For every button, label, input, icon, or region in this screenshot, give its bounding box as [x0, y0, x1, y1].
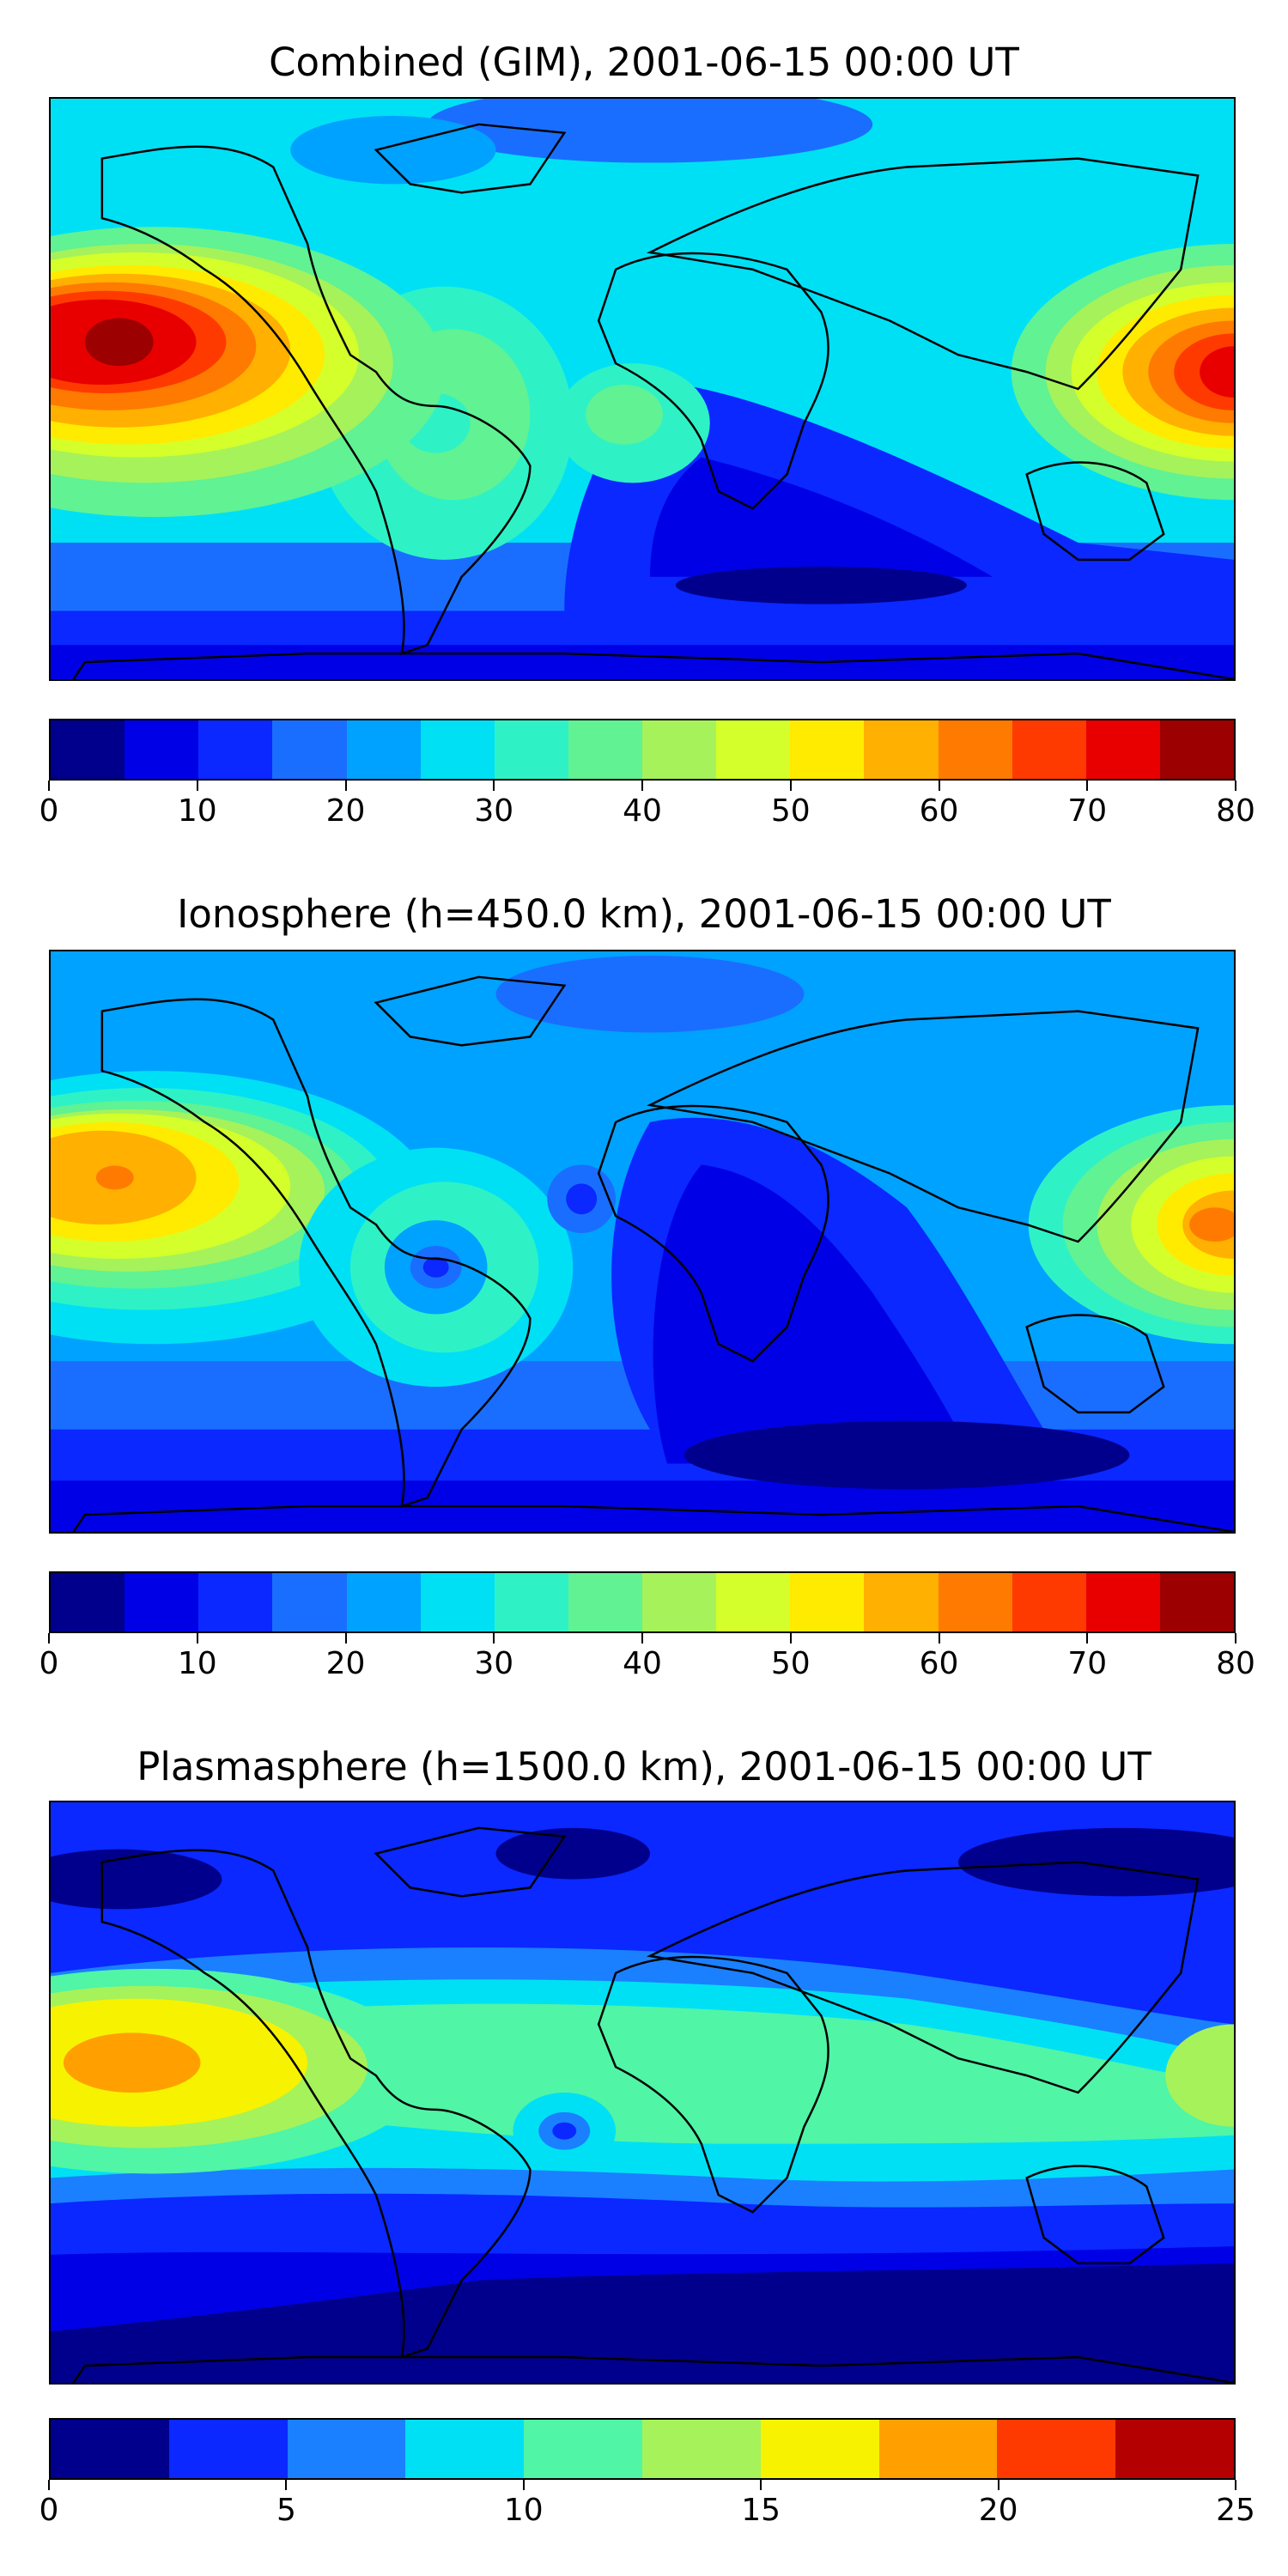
- colorbar-tick-mark: [48, 1633, 50, 1643]
- colorbar-tick-mark: [789, 1633, 792, 1643]
- colorbar-swatch: [1115, 2420, 1234, 2478]
- colorbar-swatch: [494, 720, 568, 779]
- ionosphere-colorbar: [49, 1571, 1236, 1633]
- colorbar-tick-label: 10: [177, 793, 217, 829]
- colorbar-swatch: [716, 720, 791, 779]
- colorbar-swatch: [494, 1573, 568, 1631]
- colorbar-swatch: [790, 720, 865, 779]
- colorbar-swatch: [938, 1573, 1012, 1631]
- colorbar-tick-mark: [641, 781, 643, 791]
- colorbar-tick-mark: [48, 2480, 50, 2490]
- colorbar-swatch: [346, 1573, 421, 1631]
- colorbar-swatch: [1012, 720, 1086, 779]
- colorbar-tick-label: 0: [39, 2493, 59, 2528]
- ionosphere-tec-map: [49, 950, 1236, 1534]
- colorbar-swatch: [760, 2420, 879, 2478]
- ionosphere-map-title: Ionosphere (h=450.0 km), 2001-06-15 00:0…: [177, 891, 1111, 937]
- colorbar-swatch: [287, 2420, 406, 2478]
- colorbar-swatch: [51, 720, 125, 779]
- colorbar-tick-label: 60: [919, 1646, 959, 1681]
- colorbar-tick-label: 70: [1067, 793, 1108, 829]
- colorbar-tick-mark: [938, 1633, 940, 1643]
- colorbar-swatch: [568, 720, 642, 779]
- colorbar-tick-label: 50: [770, 793, 811, 829]
- plasmasphere-tec-map: [49, 1801, 1236, 2385]
- colorbar-swatch: [125, 720, 199, 779]
- colorbar-tick-label: 10: [503, 2493, 544, 2528]
- colorbar-swatch: [1159, 1573, 1234, 1631]
- combined-map-title: Combined (GIM), 2001-06-15 00:00 UT: [269, 39, 1019, 85]
- colorbar-swatch: [272, 720, 347, 779]
- colorbar-swatch: [568, 1573, 642, 1631]
- combined-colorbar: [49, 719, 1236, 781]
- colorbar-tick-label: 80: [1216, 1646, 1255, 1681]
- colorbar-tick-label: 10: [177, 1646, 217, 1681]
- colorbar-swatch: [1012, 1573, 1086, 1631]
- colorbar-tick-mark: [522, 2480, 525, 2490]
- combined-tec-map: [49, 97, 1236, 681]
- colorbar-swatch: [790, 1573, 865, 1631]
- colorbar-swatch: [405, 2420, 525, 2478]
- colorbar-tick-label: 20: [325, 1646, 366, 1681]
- colorbar-swatch: [420, 720, 495, 779]
- colorbar-tick-mark: [938, 781, 940, 791]
- colorbar-swatch: [878, 2420, 998, 2478]
- colorbar-tick-mark: [1235, 1633, 1236, 1643]
- colorbar-swatch: [1085, 720, 1160, 779]
- colorbar-tick-label: 25: [1216, 2493, 1255, 2528]
- plasmasphere-colorbar: [49, 2418, 1236, 2480]
- colorbar-swatch: [1085, 1573, 1160, 1631]
- colorbar-swatch: [168, 2420, 288, 2478]
- colorbar-tick-label: 15: [741, 2493, 781, 2528]
- colorbar-tick-label: 70: [1067, 1646, 1108, 1681]
- colorbar-swatch: [642, 1573, 717, 1631]
- colorbar-tick-mark: [344, 781, 347, 791]
- colorbar-tick-label: 5: [276, 2493, 296, 2528]
- colorbar-swatch: [420, 1573, 495, 1631]
- colorbar-tick-mark: [493, 781, 495, 791]
- colorbar-tick-mark: [1235, 781, 1236, 791]
- colorbar-swatch: [641, 2420, 761, 2478]
- colorbar-tick-label: 40: [623, 793, 662, 829]
- colorbar-swatch: [272, 1573, 347, 1631]
- colorbar-swatch: [198, 720, 273, 779]
- colorbar-tick-mark: [789, 781, 792, 791]
- colorbar-tick-mark: [641, 1633, 643, 1643]
- colorbar-swatch: [51, 1573, 125, 1631]
- colorbar-swatch: [1159, 720, 1234, 779]
- colorbar-tick-label: 40: [623, 1646, 662, 1681]
- colorbar-tick-mark: [48, 781, 50, 791]
- plasmasphere-map-title: Plasmasphere (h=1500.0 km), 2001-06-15 0…: [137, 1744, 1151, 1789]
- colorbar-swatch: [524, 2420, 642, 2478]
- colorbar-tick-label: 0: [39, 1646, 59, 1681]
- colorbar-tick-label: 60: [919, 793, 959, 829]
- colorbar-tick-mark: [1235, 2480, 1236, 2490]
- colorbar-swatch: [125, 1573, 199, 1631]
- colorbar-tick-label: 50: [770, 1646, 811, 1681]
- colorbar-tick-mark: [285, 2480, 288, 2490]
- colorbar-tick-label: 80: [1216, 793, 1255, 829]
- colorbar-tick-label: 30: [474, 1646, 514, 1681]
- colorbar-swatch: [51, 2420, 169, 2478]
- colorbar-swatch: [997, 2420, 1116, 2478]
- colorbar-swatch: [864, 720, 939, 779]
- colorbar-swatch: [198, 1573, 273, 1631]
- colorbar-swatch: [346, 720, 421, 779]
- colorbar-tick-mark: [196, 781, 198, 791]
- colorbar-tick-mark: [1086, 1633, 1089, 1643]
- colorbar-tick-mark: [196, 1633, 198, 1643]
- colorbar-swatch: [716, 1573, 791, 1631]
- colorbar-tick-mark: [493, 1633, 495, 1643]
- colorbar-tick-mark: [760, 2480, 762, 2490]
- colorbar-tick-mark: [1086, 781, 1089, 791]
- colorbar-tick-label: 20: [978, 2493, 1018, 2528]
- colorbar-tick-label: 30: [474, 793, 514, 829]
- colorbar-tick-label: 0: [39, 793, 59, 829]
- colorbar-tick-mark: [344, 1633, 347, 1643]
- colorbar-tick-label: 20: [325, 793, 366, 829]
- colorbar-swatch: [864, 1573, 939, 1631]
- colorbar-swatch: [938, 720, 1012, 779]
- colorbar-tick-mark: [997, 2480, 999, 2490]
- colorbar-swatch: [642, 720, 717, 779]
